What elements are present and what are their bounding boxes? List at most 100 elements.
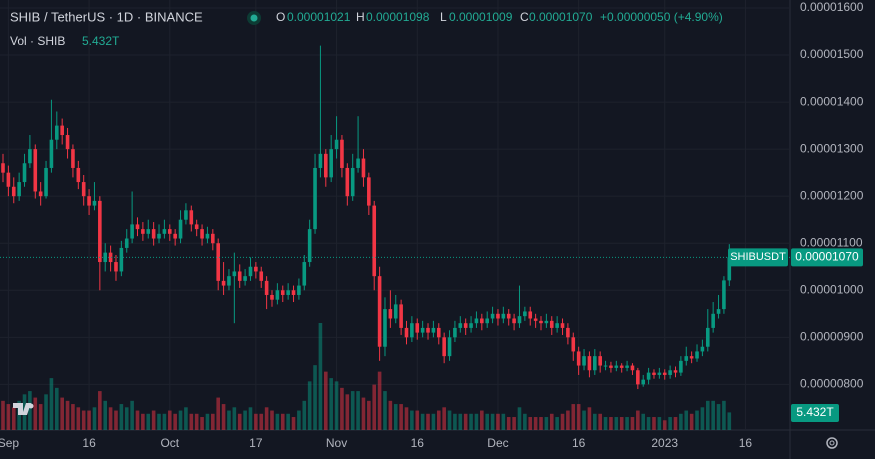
volume-bar: [178, 410, 183, 430]
volume-bar: [393, 404, 398, 430]
volume-bar: [60, 397, 64, 430]
candle-body: [544, 320, 549, 324]
candle-body: [114, 262, 118, 272]
candle-body: [684, 356, 689, 361]
candle-body: [679, 360, 683, 373]
volume-bar: [695, 410, 699, 430]
candle-body: [474, 318, 479, 324]
volume-bar: [512, 417, 516, 430]
candle-body: [587, 356, 592, 371]
plot: [0, 0, 790, 430]
candle-body: [480, 318, 484, 324]
candle-body: [141, 229, 145, 234]
candle-body: [603, 365, 608, 367]
volume-bar: [636, 410, 640, 430]
candle-body: [17, 182, 21, 197]
candle-body: [280, 290, 285, 295]
volume-bar: [506, 417, 511, 430]
gear[interactable]: [826, 437, 838, 449]
x-tick-label: 16: [82, 436, 96, 450]
volume-bar: [329, 378, 333, 430]
candle-body: [463, 323, 468, 328]
volume-bar: [630, 417, 635, 430]
volume-bar: [340, 387, 344, 430]
candle-body: [404, 327, 409, 338]
price-tag: [791, 248, 863, 267]
volume-bar: [469, 413, 473, 430]
volume-bar: [641, 413, 646, 430]
candle-body: [33, 149, 38, 192]
volume-bar: [38, 404, 43, 430]
candle-body: [81, 182, 86, 197]
volume-bar: [431, 413, 436, 430]
symbol-line: SHIB / TetherUS · 1D · BINANCE: [10, 9, 203, 24]
candle-body: [286, 290, 290, 295]
volume-bar: [619, 417, 624, 430]
candle-body: [711, 313, 715, 328]
volume-bar: [87, 410, 91, 430]
candle-body: [55, 125, 59, 140]
volume-bar: [528, 417, 533, 430]
candle-body: [619, 365, 624, 368]
candle-body: [652, 372, 656, 375]
volume-bar: [383, 391, 387, 430]
volume-bar: [372, 384, 377, 430]
y-tick-label: 0.00000900: [800, 329, 864, 343]
volume-bar: [313, 365, 317, 430]
candle-body: [356, 158, 360, 168]
candle-body: [162, 229, 167, 234]
volume-bar: [108, 407, 113, 430]
o-label: O: [276, 10, 285, 24]
candle-body: [689, 356, 694, 359]
candle-body: [442, 337, 446, 357]
volume-bar: [6, 404, 11, 430]
volume-bar: [162, 413, 167, 430]
volume-bar: [280, 413, 285, 430]
candle-body: [523, 311, 527, 317]
candle-body: [420, 327, 425, 333]
candle-body: [334, 139, 339, 150]
candle-body: [28, 149, 32, 164]
candle-body: [469, 323, 473, 328]
candle-body: [393, 304, 398, 319]
volume-bar: [415, 410, 420, 430]
change: +0.00000050 (+4.90%): [600, 10, 723, 24]
candle-body: [259, 271, 264, 281]
candle-body: [549, 320, 554, 328]
gear-center[interactable]: [829, 440, 835, 446]
volume-bar: [146, 413, 151, 430]
y-tick-label: 0.00001000: [800, 282, 864, 296]
volume-bar: [679, 413, 683, 430]
candle-body: [533, 318, 538, 321]
settings-icon[interactable]: [826, 437, 838, 449]
candle-body: [528, 311, 533, 319]
logo: [13, 403, 34, 415]
volume-bar: [216, 397, 220, 430]
volume-bar: [480, 410, 484, 430]
candle-body: [87, 196, 91, 206]
x-tick-label: Oct: [160, 436, 179, 450]
volume-bar: [614, 417, 619, 430]
volume-bar: [184, 407, 188, 430]
volume-bar: [361, 397, 366, 430]
volume-bar: [141, 413, 145, 430]
volume-bar: [200, 417, 204, 430]
volume-bar: [474, 413, 479, 430]
volume-bar: [587, 407, 592, 430]
volume-bar: [98, 391, 102, 430]
volume-bar: [436, 410, 441, 430]
volume-bar: [81, 410, 86, 430]
candle-body: [264, 280, 269, 295]
volume-bar: [544, 417, 549, 430]
candle-body: [630, 365, 635, 371]
candle-body: [410, 323, 414, 338]
volume-bar: [533, 417, 538, 430]
volume-bar: [297, 410, 301, 430]
candle-body: [270, 294, 274, 300]
volume-bar: [566, 410, 570, 430]
volume-bar: [603, 417, 608, 430]
candle-body: [399, 304, 403, 328]
volume-bar: [221, 404, 226, 430]
candle-body: [512, 318, 516, 324]
candle-body: [205, 233, 210, 239]
